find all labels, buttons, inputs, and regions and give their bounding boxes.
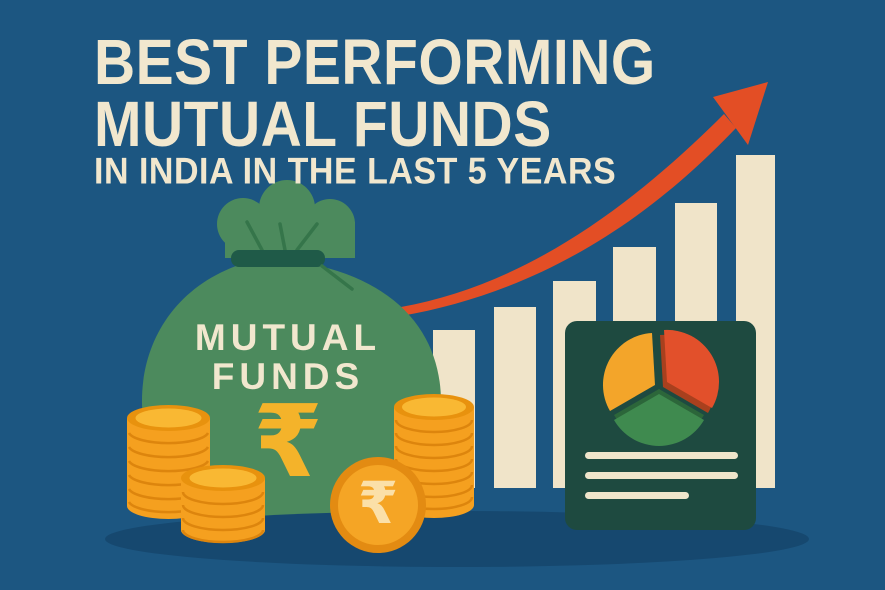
rupee-coin-face <box>338 465 418 545</box>
growth-bar <box>494 307 536 488</box>
coin-top-face <box>402 397 466 417</box>
headline-line-3: IN INDIA IN THE LAST 5 YEARS <box>94 151 617 193</box>
pie-slice-red <box>664 329 720 408</box>
growth-arrow-head-icon <box>713 82 768 145</box>
bag-rupee-symbol: ₹ <box>253 383 323 500</box>
report-text-line <box>585 452 738 459</box>
coin-top-face <box>189 468 257 488</box>
report-text-line <box>585 492 689 499</box>
coin-top-face <box>135 408 202 428</box>
report-text-line <box>585 472 738 479</box>
coin-ridges <box>394 419 474 511</box>
pie-slice-green <box>614 394 704 446</box>
headline-line-2: MUTUAL FUNDS <box>94 89 552 161</box>
bag-label-line-2: FUNDS <box>211 356 365 397</box>
headline-line-1: BEST PERFORMING <box>94 27 656 99</box>
coin-ridges <box>127 432 210 514</box>
pie-chart <box>602 329 720 446</box>
bag-fold-lines <box>245 220 319 252</box>
bag-tie-band <box>231 250 325 267</box>
coin-rupee-symbol: ₹ <box>357 469 399 537</box>
bag-fold-line <box>320 264 354 291</box>
rupee-coin <box>330 457 426 553</box>
coin-stack-body <box>181 478 265 543</box>
coin-stack-front-left <box>181 465 265 544</box>
report-card <box>565 321 756 530</box>
coin-ridges <box>181 491 265 544</box>
pie-slice-yellow <box>602 333 655 411</box>
bag-label-line-1: MUTUAL <box>194 317 382 358</box>
